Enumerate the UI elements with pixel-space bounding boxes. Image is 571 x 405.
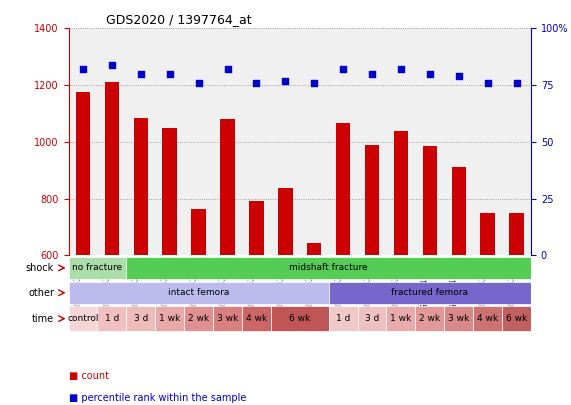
Point: [252, 80, 261, 86]
Text: 2 wk: 2 wk: [419, 314, 440, 323]
Text: 6 wk: 6 wk: [289, 314, 311, 323]
Text: time: time: [32, 313, 54, 324]
Text: fractured femora: fractured femora: [391, 288, 468, 297]
Bar: [220, 119, 235, 256]
FancyBboxPatch shape: [126, 257, 531, 279]
Text: other: other: [28, 288, 54, 298]
FancyBboxPatch shape: [387, 307, 415, 331]
FancyBboxPatch shape: [69, 281, 329, 304]
Point: [512, 80, 521, 86]
Point: [309, 80, 319, 86]
Text: shock: shock: [26, 263, 54, 273]
Point: [396, 66, 405, 72]
Text: 1 wk: 1 wk: [159, 314, 180, 323]
Bar: [278, 188, 292, 256]
Text: 3 wk: 3 wk: [448, 314, 469, 323]
FancyBboxPatch shape: [69, 307, 98, 331]
FancyBboxPatch shape: [329, 281, 531, 304]
Bar: [76, 92, 90, 256]
Text: 2 wk: 2 wk: [188, 314, 209, 323]
FancyBboxPatch shape: [69, 257, 126, 279]
Bar: [452, 167, 466, 256]
FancyBboxPatch shape: [444, 307, 473, 331]
Text: 4 wk: 4 wk: [246, 314, 267, 323]
Point: [339, 66, 348, 72]
FancyBboxPatch shape: [502, 307, 531, 331]
Bar: [249, 200, 264, 256]
FancyBboxPatch shape: [213, 307, 242, 331]
Bar: [134, 118, 148, 256]
Text: 1 d: 1 d: [104, 314, 119, 323]
Point: [454, 73, 463, 79]
FancyBboxPatch shape: [271, 307, 329, 331]
Text: 3 d: 3 d: [365, 314, 379, 323]
Text: control: control: [67, 314, 99, 323]
Text: 3 d: 3 d: [134, 314, 148, 323]
Bar: [191, 209, 206, 256]
Point: [425, 70, 435, 77]
Bar: [509, 213, 524, 256]
Bar: [394, 130, 408, 256]
Text: midshaft fracture: midshaft fracture: [289, 263, 368, 273]
FancyBboxPatch shape: [126, 307, 155, 331]
FancyBboxPatch shape: [155, 307, 184, 331]
Text: ■ count: ■ count: [69, 371, 108, 381]
Bar: [307, 243, 321, 256]
FancyBboxPatch shape: [329, 307, 357, 331]
Bar: [423, 146, 437, 256]
Text: 4 wk: 4 wk: [477, 314, 498, 323]
FancyBboxPatch shape: [357, 307, 387, 331]
Bar: [365, 145, 379, 256]
Text: 1 d: 1 d: [336, 314, 351, 323]
Point: [281, 77, 290, 84]
Point: [368, 70, 377, 77]
Text: 6 wk: 6 wk: [506, 314, 527, 323]
Point: [107, 62, 116, 68]
Text: intact femora: intact femora: [168, 288, 230, 297]
Bar: [104, 82, 119, 256]
Bar: [336, 123, 351, 256]
Point: [78, 66, 87, 72]
Text: GDS2020 / 1397764_at: GDS2020 / 1397764_at: [106, 13, 251, 26]
Point: [483, 80, 492, 86]
FancyBboxPatch shape: [473, 307, 502, 331]
FancyBboxPatch shape: [415, 307, 444, 331]
Bar: [480, 213, 495, 256]
Text: 3 wk: 3 wk: [217, 314, 238, 323]
Bar: [163, 128, 177, 256]
FancyBboxPatch shape: [184, 307, 213, 331]
Text: ■ percentile rank within the sample: ■ percentile rank within the sample: [69, 393, 246, 403]
FancyBboxPatch shape: [242, 307, 271, 331]
Text: 1 wk: 1 wk: [391, 314, 412, 323]
Text: no fracture: no fracture: [73, 263, 123, 273]
Point: [136, 70, 146, 77]
Point: [165, 70, 174, 77]
Point: [223, 66, 232, 72]
FancyBboxPatch shape: [98, 307, 126, 331]
Point: [194, 80, 203, 86]
